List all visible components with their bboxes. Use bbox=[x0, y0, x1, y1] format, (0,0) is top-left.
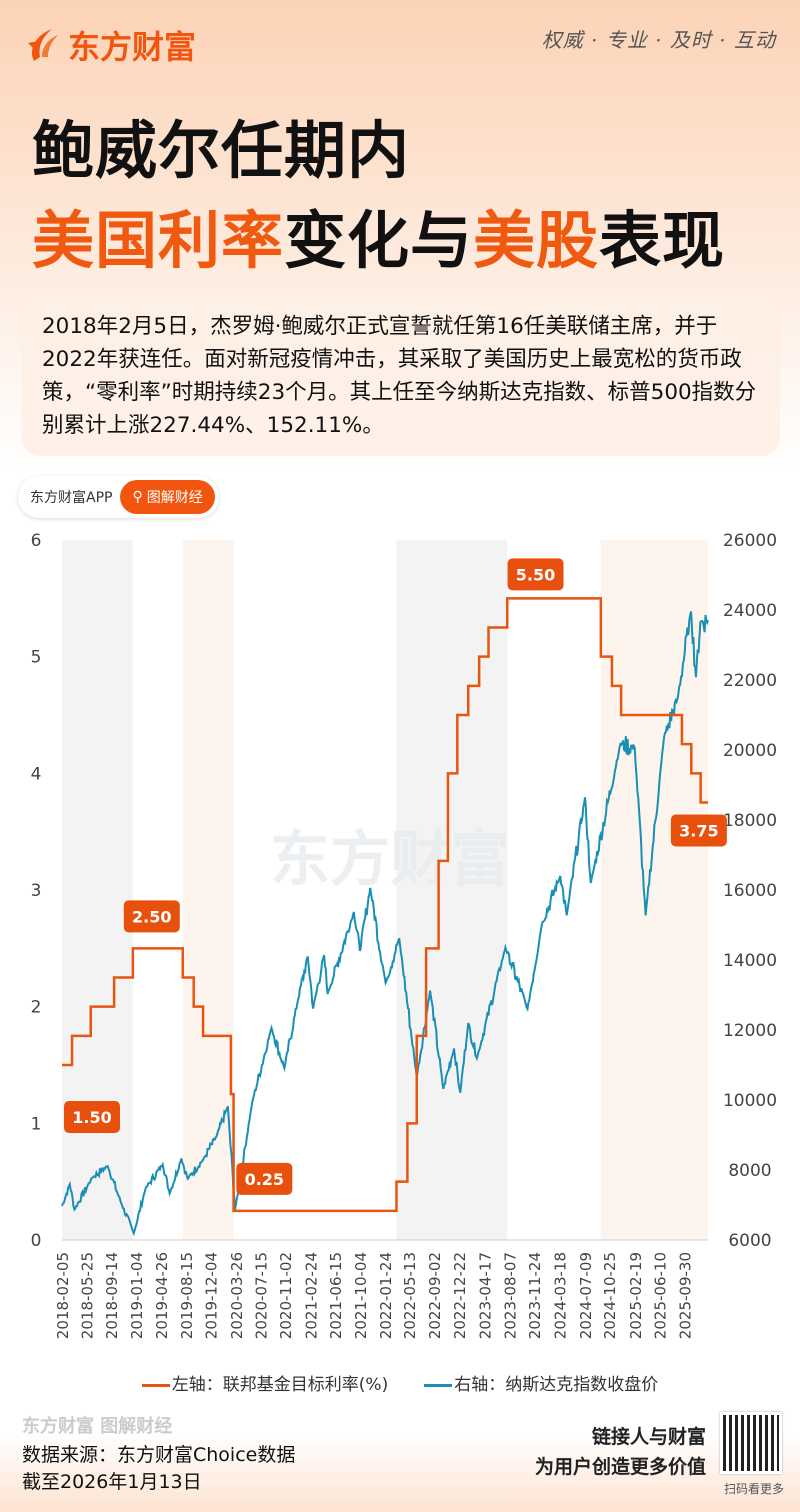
y-right-tick: 26000 bbox=[723, 531, 777, 551]
category-label: 图解财经 bbox=[146, 490, 203, 506]
nasdaq-line bbox=[61, 611, 709, 1237]
source-text: 数据来源：东方财富Choice数据 bbox=[22, 1444, 296, 1466]
y-left-tick: 4 bbox=[31, 764, 42, 784]
fed-rate-line bbox=[62, 597, 708, 1213]
flame-logo-icon bbox=[28, 29, 58, 61]
y-right-tick: 12000 bbox=[723, 1021, 777, 1041]
slogan-line: 为用户创造更多价值 bbox=[534, 1456, 706, 1478]
x-tick: 2023-08-07 bbox=[502, 1252, 520, 1339]
y-right-tick: 16000 bbox=[723, 881, 777, 901]
background-band bbox=[62, 540, 133, 1240]
x-tick: 2022-09-02 bbox=[426, 1252, 444, 1339]
data-label: 5.50 bbox=[516, 565, 555, 584]
qr-caption: 扫码看更多 bbox=[723, 1482, 784, 1496]
x-tick: 2023-11-24 bbox=[526, 1252, 544, 1339]
data-source: 数据来源：东方财富Choice数据 截至2026年1月13日 bbox=[22, 1442, 295, 1496]
slogan-line: 链接人与财富 bbox=[591, 1426, 706, 1448]
data-label-box bbox=[64, 1101, 120, 1133]
title-segment: 表现 bbox=[599, 204, 726, 277]
as-of-date: 截至2026年1月13日 bbox=[22, 1471, 202, 1493]
footer-brand: 东方财富 图解财经 bbox=[22, 1416, 173, 1437]
x-tick: 2022-12-22 bbox=[451, 1252, 469, 1339]
x-tick: 2024-07-09 bbox=[577, 1252, 595, 1339]
legend-item-rate: 左轴：联邦基金目标利率(%) bbox=[141, 1370, 389, 1395]
title-segment: 变化与 bbox=[284, 204, 474, 277]
y-left-tick: 3 bbox=[31, 881, 42, 901]
y-right-tick: 6000 bbox=[728, 1231, 771, 1251]
y-left-tick: 6 bbox=[31, 531, 42, 551]
search-icon: ⚲ bbox=[132, 489, 143, 505]
x-tick: 2018-09-14 bbox=[103, 1252, 121, 1339]
brand-name: 东方财富 bbox=[68, 28, 197, 66]
y-right-tick: 20000 bbox=[723, 741, 777, 761]
qr-code[interactable] bbox=[720, 1412, 782, 1474]
description-box: 2018年2月5日，杰罗姆·鲍威尔正式宣誓就任第16任美联储主席，并于2022年… bbox=[22, 294, 780, 456]
data-label-box bbox=[123, 900, 180, 933]
y-left-tick: 0 bbox=[31, 1231, 42, 1251]
x-tick: 2021-10-04 bbox=[352, 1252, 370, 1339]
background-band bbox=[600, 540, 708, 1240]
y-left-tick: 1 bbox=[31, 1114, 42, 1134]
title-segment: 美国利率 bbox=[32, 204, 285, 277]
y-right-tick: 10000 bbox=[723, 1091, 777, 1111]
data-label: 3.75 bbox=[679, 822, 718, 841]
y-right-tick: 8000 bbox=[728, 1161, 771, 1181]
data-label: 0.25 bbox=[245, 1170, 284, 1189]
x-tick: 2024-10-25 bbox=[601, 1252, 619, 1339]
data-label: 1.50 bbox=[72, 1108, 111, 1127]
x-tick: 2023-04-17 bbox=[477, 1252, 495, 1339]
x-tick: 2022-05-13 bbox=[401, 1252, 419, 1339]
page-title-line1: 鲍威尔任期内 bbox=[32, 114, 411, 187]
data-label-box bbox=[236, 1162, 293, 1195]
watermark: 东方财富 bbox=[270, 825, 510, 895]
title-segment: 美股 bbox=[473, 204, 600, 277]
x-tick: 2022-01-24 bbox=[377, 1252, 395, 1339]
brand-slogan: 权威 · 专业 · 及时 · 互动 bbox=[541, 28, 776, 52]
background-band bbox=[182, 540, 234, 1240]
x-tick: 2018-05-25 bbox=[78, 1252, 96, 1339]
x-tick: 2019-04-26 bbox=[153, 1252, 171, 1339]
chart-legend: 左轴：联邦基金目标利率(%) 右轴：纳斯达克指数收盘价 bbox=[0, 1370, 800, 1395]
y-right-tick: 18000 bbox=[723, 811, 777, 831]
x-tick: 2019-01-04 bbox=[128, 1252, 146, 1339]
data-label-box bbox=[507, 558, 564, 591]
x-tick: 2020-07-15 bbox=[253, 1252, 271, 1339]
chart: 东方财富 0 1 2 3 4 5 6 6000 8000 10000 12000 14000 16000… bbox=[31, 531, 777, 1339]
category-pill[interactable]: ⚲ 图解财经 bbox=[120, 480, 215, 514]
legend-label: 左轴：联邦基金目标利率(%) bbox=[171, 1375, 389, 1395]
x-tick: 2020-03-26 bbox=[228, 1252, 246, 1339]
legend-item-nasdaq: 右轴：纳斯达克指数收盘价 bbox=[424, 1370, 658, 1395]
app-badge[interactable]: 东方财富APP ⚲ 图解财经 bbox=[18, 476, 219, 518]
y-right-tick: 14000 bbox=[723, 951, 777, 971]
brand-logo: 东方财富 bbox=[26, 22, 196, 68]
x-tick: 2024-03-18 bbox=[552, 1252, 570, 1339]
data-label-box bbox=[670, 814, 727, 847]
page-title-line2: 美国利率变化与美股表现 bbox=[32, 190, 725, 280]
x-tick: 2018-02-05 bbox=[54, 1252, 72, 1339]
x-tick: 2025-09-30 bbox=[677, 1252, 695, 1339]
y-right-tick: 22000 bbox=[723, 671, 777, 691]
x-tick: 2020-11-02 bbox=[277, 1252, 295, 1339]
app-name: 东方财富APP bbox=[30, 490, 113, 506]
x-tick: 2021-02-24 bbox=[302, 1252, 320, 1339]
footer-slogan: 链接人与财富为用户创造更多价值 bbox=[535, 1422, 706, 1482]
data-label: 2.50 bbox=[132, 907, 171, 926]
y-left-tick: 5 bbox=[31, 648, 42, 668]
x-tick: 2019-12-04 bbox=[203, 1252, 221, 1339]
x-tick: 2025-02-19 bbox=[627, 1252, 645, 1339]
legend-label: 右轴：纳斯达克指数收盘价 bbox=[454, 1375, 659, 1395]
x-tick: 2021-06-15 bbox=[327, 1252, 345, 1339]
x-tick: 2025-06-10 bbox=[652, 1252, 670, 1339]
x-tick: 2019-08-15 bbox=[178, 1252, 196, 1339]
y-left-tick: 2 bbox=[31, 998, 42, 1018]
footer: 东方财富 图解财经 数据来源：东方财富Choice数据 截至2026年1月13日 … bbox=[0, 1400, 800, 1512]
y-right-tick: 24000 bbox=[723, 601, 777, 621]
